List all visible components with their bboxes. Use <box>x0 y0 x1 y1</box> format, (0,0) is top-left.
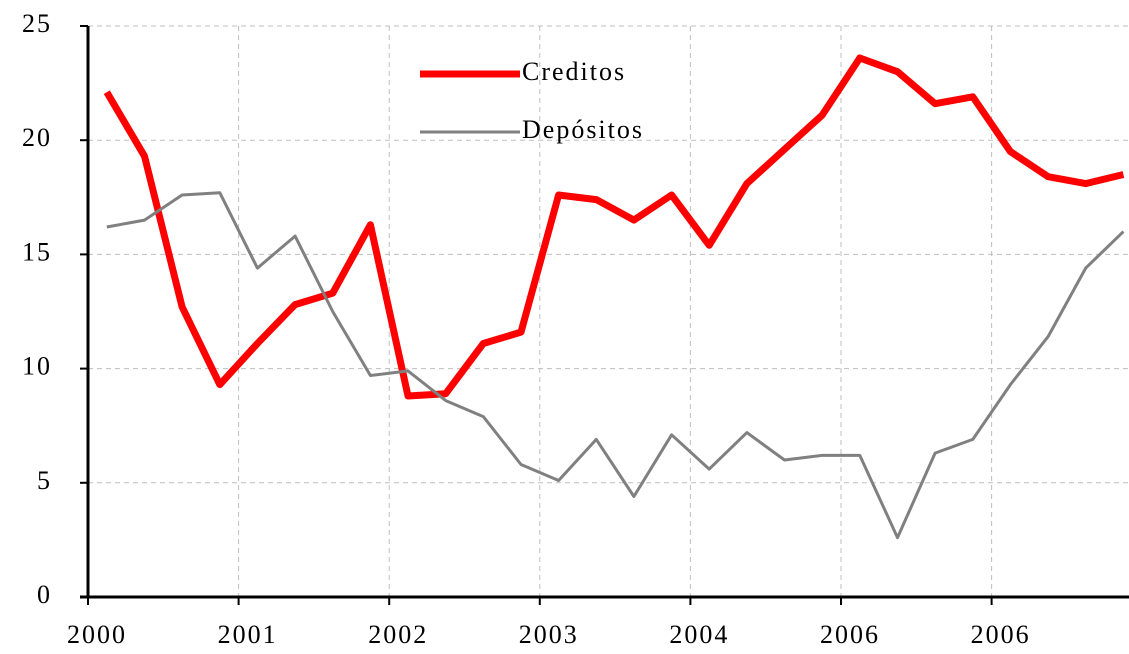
y-tick-label: 20 <box>22 123 52 152</box>
x-tick-label: 2006 <box>820 620 880 649</box>
line-0 <box>103 54 1125 400</box>
x-tick-label: 2006 <box>971 620 1031 649</box>
y-tick-label: 0 <box>37 580 52 609</box>
x-tick-label: 2002 <box>368 620 428 649</box>
y-tick-label: 10 <box>22 352 52 381</box>
x-tick-label: 2003 <box>519 620 579 649</box>
x-tick-label: 2004 <box>669 620 729 649</box>
y-tick-label: 15 <box>22 237 52 266</box>
line-1 <box>106 191 1125 540</box>
x-tick-label: 2001 <box>218 620 278 649</box>
y-tick-label: 5 <box>37 466 52 495</box>
y-tick-label: 25 <box>22 9 52 38</box>
legend-label: Creditos <box>522 57 626 86</box>
x-tick-label: 2000 <box>67 620 127 649</box>
legend-label: Depósitos <box>522 115 644 144</box>
